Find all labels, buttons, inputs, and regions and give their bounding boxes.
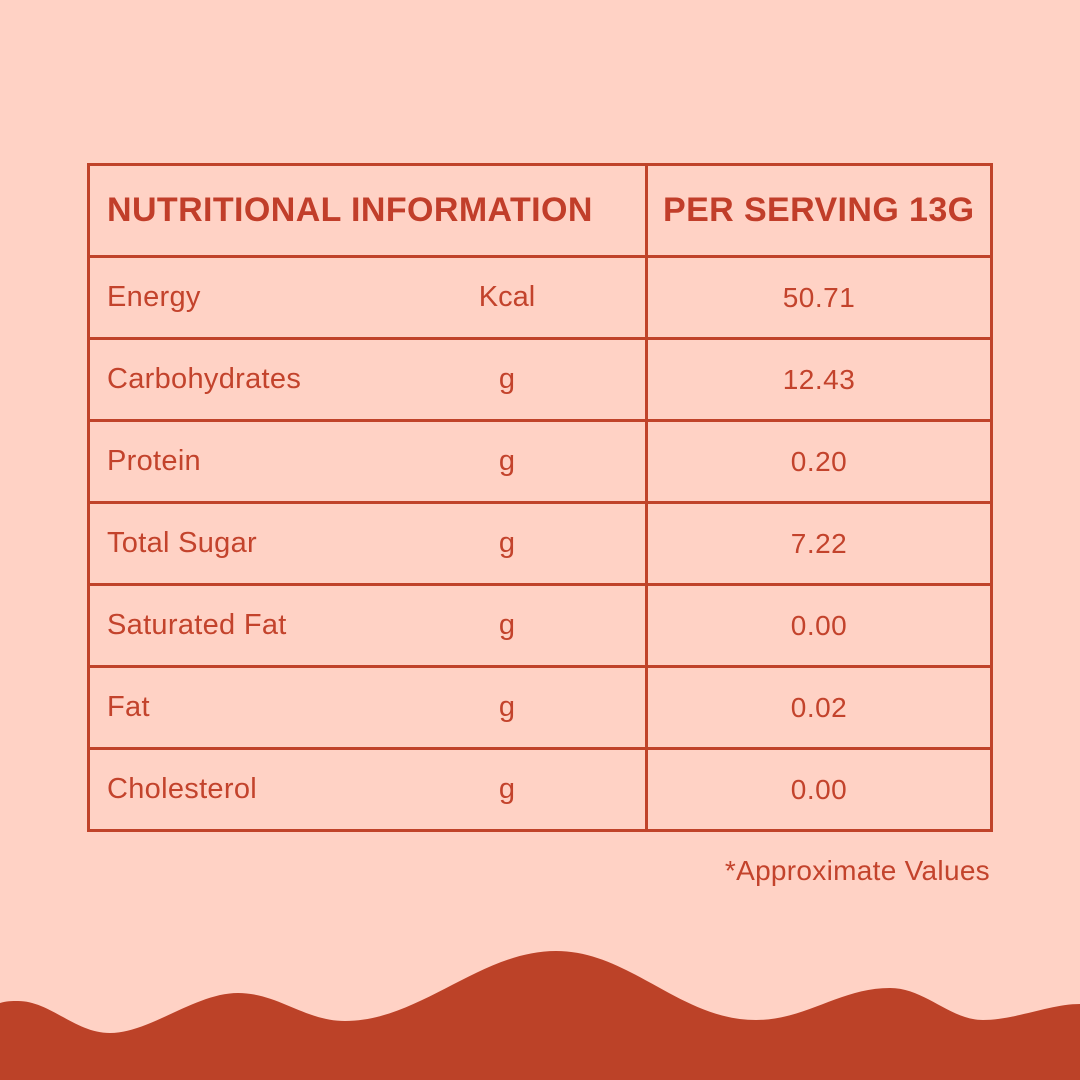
row-label: Saturated Fat — [107, 609, 287, 641]
approximate-values-note: *Approximate Values — [724, 855, 990, 886]
row-value: 7.22 — [790, 527, 848, 559]
table-row-fat: Fat g 0.02 — [90, 665, 990, 747]
bottom-wave-decoration — [0, 951, 1080, 1080]
table-row-carbohydrates: Carbohydrates g 12.43 — [90, 337, 990, 419]
wave-shape — [0, 951, 1080, 1080]
row-unit: g — [498, 609, 516, 641]
table-row-total-sugar: Total Sugar g 7.22 — [90, 501, 990, 583]
row-label: Energy — [107, 281, 201, 313]
row-label: Cholesterol — [107, 773, 257, 805]
row-unit: g — [498, 445, 516, 477]
row-value: 0.20 — [790, 445, 848, 477]
table-row-cholesterol: Cholesterol g 0.00 — [90, 747, 990, 829]
table-row-saturated-fat: Saturated Fat g 0.00 — [90, 583, 990, 665]
header-cell-nutritional-information: NUTRITIONAL INFORMATION — [90, 166, 648, 255]
row-unit: g — [498, 363, 516, 395]
table-header-row: NUTRITIONAL INFORMATION PER SERVING 13G — [90, 166, 990, 255]
table-row-protein: Protein g 0.20 — [90, 419, 990, 501]
nutrition-table: NUTRITIONAL INFORMATION PER SERVING 13G … — [87, 163, 993, 832]
row-unit: g — [498, 773, 516, 805]
row-label: Carbohydrates — [107, 363, 302, 395]
header-cell-per-serving: PER SERVING 13G — [663, 191, 975, 229]
row-label: Total Sugar — [107, 527, 257, 559]
row-value: 50.71 — [782, 281, 856, 313]
row-label: Protein — [107, 445, 201, 477]
row-value: 12.43 — [782, 363, 856, 395]
row-value: 0.00 — [790, 773, 848, 805]
row-unit: g — [498, 691, 516, 723]
row-unit: Kcal — [478, 281, 536, 313]
row-label: Fat — [107, 691, 150, 723]
table-row-energy: Energy Kcal 50.71 — [90, 255, 990, 337]
row-value: 0.00 — [790, 609, 848, 641]
table-title: NUTRITIONAL INFORMATION — [107, 191, 593, 229]
row-value: 0.02 — [790, 691, 848, 723]
row-unit: g — [498, 527, 516, 559]
